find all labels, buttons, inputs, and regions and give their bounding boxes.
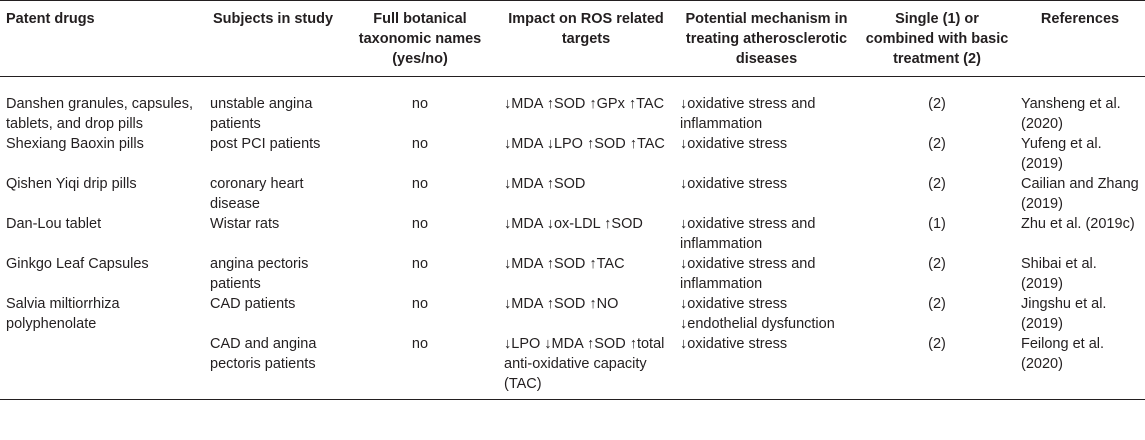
header-mechanism: Potential mechanism in treating atherosc… bbox=[674, 0, 859, 77]
cell-mechanism: ↓oxidative stress bbox=[674, 334, 859, 400]
cell-reference: Feilong et al. (2020) bbox=[1015, 334, 1145, 400]
cell-drug: Dan-Lou tablet bbox=[6, 216, 102, 232]
table-row: Dan-Lou tablet Wistar rats no ↓MDA ↓ox-L… bbox=[0, 214, 1145, 254]
cell-botanical: no bbox=[342, 334, 498, 400]
cell-subjects: post PCI patients bbox=[210, 136, 321, 152]
table-row: Shexiang Baoxin pills post PCI patients … bbox=[0, 134, 1145, 174]
cell-ros: ↓MDA ↓ox-LDL ↑SOD bbox=[504, 216, 643, 232]
cell-drug: Ginkgo Leaf Capsules bbox=[6, 256, 149, 272]
table-row: Ginkgo Leaf Capsules angina pectoris pat… bbox=[0, 254, 1145, 294]
cell-subjects: Wistar rats bbox=[210, 216, 280, 232]
cell-reference: Yansheng et al. (2020) bbox=[1021, 96, 1121, 132]
cell-drug: Qishen Yiqi drip pills bbox=[6, 176, 137, 192]
cell-reference: Jingshu et al. (2019) bbox=[1021, 296, 1107, 332]
cell-botanical: no bbox=[411, 296, 429, 312]
cell-botanical: no bbox=[411, 136, 429, 152]
cell-subjects: unstable angina patients bbox=[210, 96, 313, 132]
cell-treatment: (2) bbox=[928, 296, 946, 312]
table-row: Danshen granules, capsules, tablets, and… bbox=[0, 77, 1145, 135]
cell-drug bbox=[0, 334, 204, 400]
cell-reference: Zhu et al. (2019c) bbox=[1021, 216, 1135, 232]
header-subjects: Subjects in study bbox=[204, 0, 342, 77]
cell-drug: Shexiang Baoxin pills bbox=[6, 136, 144, 152]
header-ros-impact: Impact on ROS related targets bbox=[498, 0, 674, 77]
header-row: Patent drugs Subjects in study Full bota… bbox=[0, 0, 1145, 77]
table-row: CAD and angina pectoris patients no ↓LPO… bbox=[0, 334, 1145, 400]
cell-mechanism: ↓oxidative stress and inflammation bbox=[680, 216, 816, 252]
table-row: Qishen Yiqi drip pills coronary heart di… bbox=[0, 174, 1145, 214]
cell-subjects: coronary heart disease bbox=[210, 176, 304, 212]
cell-subjects: CAD patients bbox=[210, 296, 296, 312]
cell-mechanism: ↓oxidative stress ↓endothelial dysfuncti… bbox=[680, 296, 835, 332]
cell-ros: ↓MDA ↓LPO ↑SOD ↑TAC bbox=[504, 136, 665, 152]
cell-mechanism: ↓oxidative stress and inflammation bbox=[680, 256, 816, 292]
cell-botanical: no bbox=[411, 176, 429, 192]
cell-drug: Salvia miltiorrhiza polyphenolate bbox=[6, 296, 120, 332]
cell-treatment: (2) bbox=[928, 96, 946, 112]
cell-treatment: (2) bbox=[928, 176, 946, 192]
cell-mechanism: ↓oxidative stress bbox=[680, 136, 788, 152]
cell-ros: ↓LPO ↓MDA ↑SOD ↑total anti-oxidative cap… bbox=[498, 334, 674, 400]
cell-reference: Yufeng et al. (2019) bbox=[1021, 136, 1102, 172]
cell-treatment: (2) bbox=[859, 334, 1015, 400]
cell-treatment: (2) bbox=[928, 136, 946, 152]
cell-botanical: no bbox=[411, 96, 429, 112]
cell-ros: ↓MDA ↑SOD bbox=[504, 176, 586, 192]
cell-botanical: no bbox=[411, 216, 429, 232]
cell-drug: Danshen granules, capsules, tablets, and… bbox=[6, 96, 194, 132]
header-patent-drugs: Patent drugs bbox=[0, 0, 204, 77]
patent-drugs-table: Patent drugs Subjects in study Full bota… bbox=[0, 0, 1145, 400]
cell-subjects: CAD and angina pectoris patients bbox=[204, 334, 342, 400]
cell-ros: ↓MDA ↑SOD ↑TAC bbox=[504, 256, 625, 272]
cell-reference: Cailian and Zhang (2019) bbox=[1021, 176, 1139, 212]
cell-treatment: (2) bbox=[928, 256, 946, 272]
header-references: References bbox=[1015, 0, 1145, 77]
cell-reference: Shibai et al. (2019) bbox=[1021, 256, 1097, 292]
table-row: Salvia miltiorrhiza polyphenolate CAD pa… bbox=[0, 294, 1145, 334]
cell-botanical: no bbox=[411, 256, 429, 272]
header-botanical-names: Full botanical taxonomic names (yes/no) bbox=[342, 0, 498, 77]
cell-mechanism: ↓oxidative stress and inflammation bbox=[680, 96, 816, 132]
cell-treatment: (1) bbox=[928, 216, 946, 232]
cell-mechanism: ↓oxidative stress bbox=[680, 176, 788, 192]
cell-ros: ↓MDA ↑SOD ↑NO bbox=[504, 296, 619, 312]
cell-subjects: angina pectoris patients bbox=[210, 256, 309, 292]
header-treatment: Single (1) or combined with basic treatm… bbox=[859, 0, 1015, 77]
cell-ros: ↓MDA ↑SOD ↑GPx ↑TAC bbox=[504, 96, 665, 112]
